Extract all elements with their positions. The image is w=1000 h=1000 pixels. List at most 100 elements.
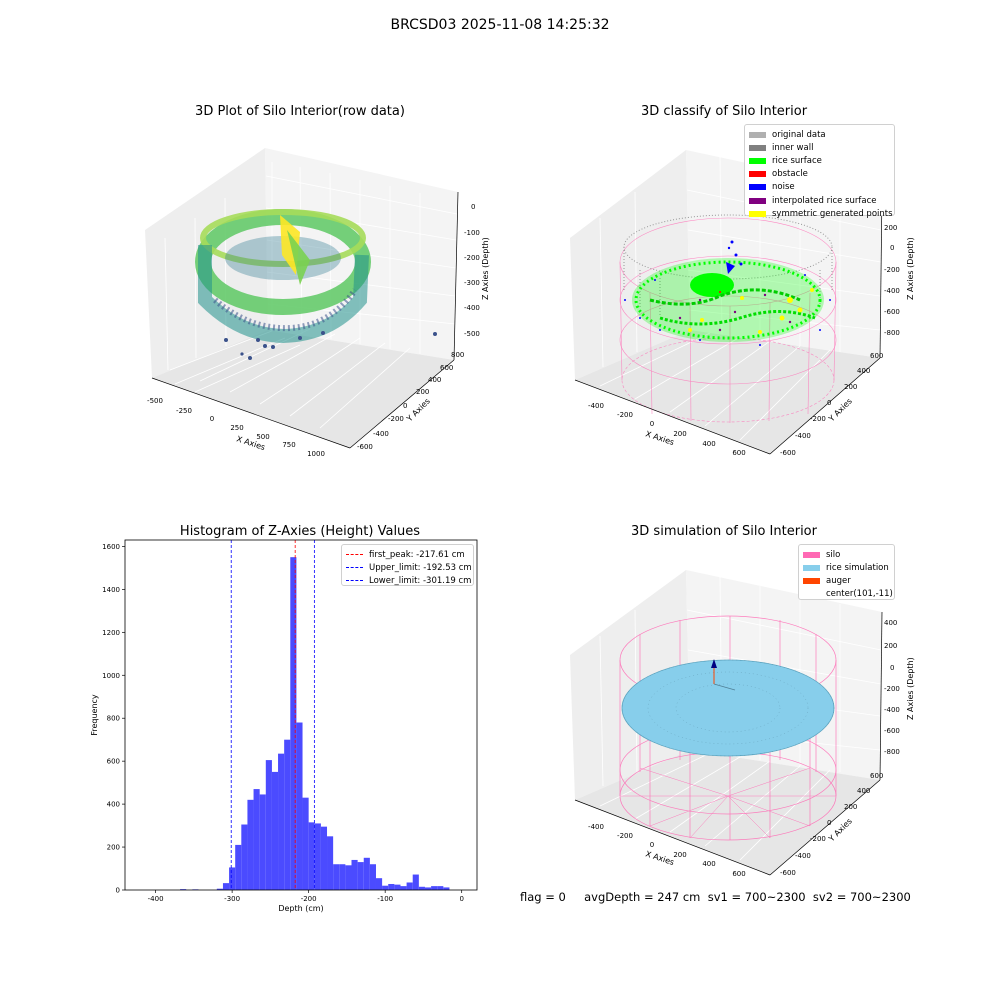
classify-ztick: 0 <box>890 244 894 252</box>
simulation-x-label: X Axies <box>644 849 675 867</box>
histogram-y-tick-label: 1000 <box>102 672 120 680</box>
status-footer: flag = 0 avgDepth = 247 cm sv1 = 700~230… <box>520 890 911 904</box>
simulation-ztick: 400 <box>884 619 897 627</box>
figure-title: BRCSD03 2025-11-08 14:25:32 <box>390 17 610 33</box>
histogram-bar <box>241 824 248 890</box>
simulation-xtick: -200 <box>617 832 633 840</box>
histogram-bar <box>222 883 230 890</box>
classify-ytick: 0 <box>827 399 831 407</box>
legend-label: Lower_limit: -301.19 cm <box>369 575 472 586</box>
raw-ztick: -300 <box>464 279 480 287</box>
classify-ytick: 200 <box>844 383 857 391</box>
histogram-bars <box>180 557 450 890</box>
raw-ztick: -100 <box>464 229 480 237</box>
raw-point-cloud <box>195 209 371 344</box>
legend-entry: Lower_limit: -301.19 cm <box>346 574 472 587</box>
histogram-y-tick-label: 600 <box>107 758 120 766</box>
legend-swatch <box>346 580 363 582</box>
raw-ytick: -400 <box>373 430 389 438</box>
histogram-bar <box>382 885 389 890</box>
legend-label: noise <box>772 182 795 193</box>
classify-xtick: -400 <box>588 402 604 410</box>
legend-entry: first_peak: -217.61 cm <box>346 548 469 561</box>
raw-plot-title: 3D Plot of Silo Interior(row data) <box>195 104 405 119</box>
simulation-ytick: -400 <box>795 852 811 860</box>
simulation-plot-title: 3D simulation of Silo Interior <box>631 524 817 539</box>
histogram-bar <box>314 823 321 890</box>
histogram-frame <box>124 539 478 891</box>
legend-swatch <box>803 551 820 558</box>
simulation-z-label: Z Axies (Depth) <box>906 657 915 720</box>
classify-ztick: -800 <box>884 329 900 337</box>
histogram-y-tick-label: 1600 <box>102 543 120 551</box>
histogram-y-tick-label: 400 <box>107 801 120 809</box>
raw-x-ticks: -500 -250 0 250 500 750 1000 <box>147 397 325 458</box>
raw-ytick: -600 <box>357 443 373 451</box>
histogram-bar <box>375 878 383 890</box>
histogram-y-tick-label: 800 <box>107 715 120 723</box>
classify-z-label: Z Axies (Depth) <box>906 237 915 300</box>
histogram-bar <box>406 882 413 890</box>
histogram-y-label: Frequency <box>90 694 99 736</box>
raw-ytick: -200 <box>388 415 404 423</box>
simulation-xtick: 0 <box>650 841 654 849</box>
legend-label: center(101,-11) <box>826 589 893 600</box>
histogram-bar <box>351 859 358 890</box>
simulation-ztick: 0 <box>890 664 894 672</box>
legend-label: silo <box>826 549 841 560</box>
histogram-x-tick-label: -200 <box>301 895 317 903</box>
legend-entry: obstacle <box>749 168 890 181</box>
histogram-bar <box>400 886 407 890</box>
classify-ytick: -400 <box>795 432 811 440</box>
legend-label: rice simulation <box>826 562 889 573</box>
histogram-bar <box>369 864 376 890</box>
histogram-reference-lines <box>230 540 315 890</box>
histogram-x-tick-label: -400 <box>148 895 164 903</box>
histogram-bar <box>253 789 260 890</box>
raw-ytick: 600 <box>440 364 453 372</box>
raw-ztick: 0 <box>471 203 475 211</box>
classify-plot-title: 3D classify of Silo Interior <box>640 104 808 119</box>
legend-label: rice surface <box>772 155 822 166</box>
simulation-legend: silo rice simulation auger center(101,-1… <box>798 544 895 600</box>
legend-label: interpolated rice surface <box>772 195 877 206</box>
histogram-y-tick-label: 0 <box>116 887 120 895</box>
classify-obstacle-points <box>719 291 721 293</box>
histogram-bar <box>271 771 279 890</box>
legend-label: obstacle <box>772 169 808 180</box>
legend-swatch <box>749 184 766 191</box>
raw-outlier-points <box>224 331 437 360</box>
histogram-y-tick-label: 1400 <box>102 586 120 594</box>
classify-ztick: -400 <box>884 287 900 295</box>
simulation-ytick: 0 <box>827 819 831 827</box>
histogram-bar <box>339 864 346 890</box>
legend-swatch <box>749 144 766 151</box>
legend-label: original data <box>772 129 826 140</box>
simulation-ytick: 600 <box>870 772 883 780</box>
simulation-ztick: -400 <box>884 706 900 714</box>
legend-swatch <box>803 564 820 571</box>
simulation-ytick: 400 <box>857 787 870 795</box>
histogram-bar <box>388 883 395 890</box>
classify-ytick: 400 <box>857 367 870 375</box>
histogram-x-tick-label: -300 <box>224 895 240 903</box>
classify-ztick: -600 <box>884 308 900 316</box>
raw-ztick: -200 <box>464 254 480 262</box>
classify-xtick: -200 <box>617 411 633 419</box>
histogram-bar <box>327 836 334 890</box>
classify-xtick: 600 <box>732 449 745 457</box>
simulation-xtick: 400 <box>702 860 715 868</box>
histogram-y-tick-label: 200 <box>107 844 120 852</box>
histogram-bar <box>296 722 303 890</box>
histogram-y-tick-label: 1200 <box>102 629 120 637</box>
classify-xtick: 200 <box>673 430 686 438</box>
raw-xtick: -500 <box>147 397 163 405</box>
histogram-bar <box>308 822 315 890</box>
legend-swatch <box>749 210 766 217</box>
classify-ztick: 200 <box>884 224 897 232</box>
simulation-ztick: -800 <box>884 748 900 756</box>
classify-ytick: -200 <box>810 415 826 423</box>
histogram-bar <box>216 888 223 890</box>
histogram-title: Histogram of Z-Axies (Height) Values <box>179 524 421 539</box>
